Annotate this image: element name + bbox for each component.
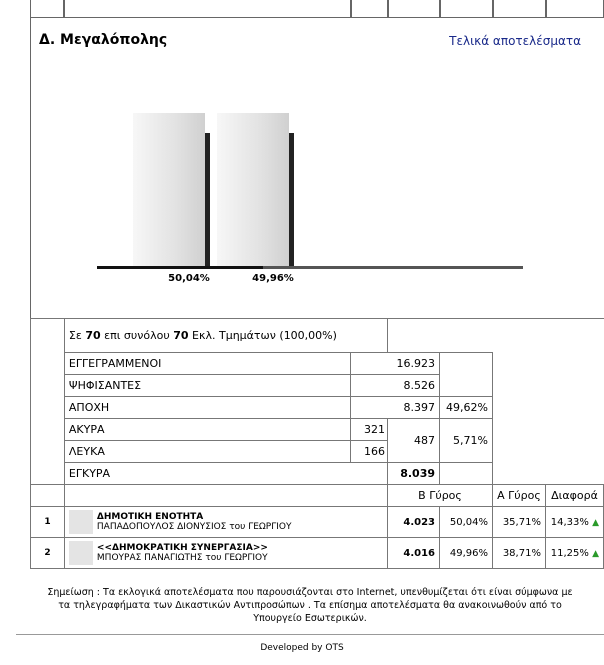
counted-spacer	[387, 318, 604, 353]
voted-label: ΨΗΦΙΣΑΝΤΕΣ	[63, 374, 352, 397]
col-second-round: Β Γύρος	[387, 484, 493, 507]
chart-bar-label: 49,96%	[252, 273, 294, 284]
party-rank: 2	[30, 537, 65, 569]
party-votes: 4.016	[387, 537, 440, 569]
chart-bar-label: 50,04%	[168, 273, 210, 284]
invalid-blank-pct: 5,71%	[439, 418, 493, 463]
party-pct-second: 50,04%	[439, 506, 493, 538]
area-title: Δ. Μεγαλόπολης	[39, 32, 168, 48]
party-votes: 4.023	[387, 506, 440, 538]
valid-value: 8.039	[387, 462, 440, 485]
invalid-blank-total: 487	[387, 418, 440, 463]
party-name: <<ΔΗΜΟΚΡΑΤΙΚΗ ΣΥΝΕΡΓΑΣΙΑ>>	[96, 543, 268, 553]
chart-bar	[133, 113, 205, 266]
blank-value: 166	[350, 440, 389, 463]
invalid-value: 321	[350, 418, 389, 441]
col-difference: Διαφορά	[544, 484, 604, 507]
table-row: 1 ΔΗΜΟΤΙΚΗ ΕΝΟΤΗΤΑ ΠΑΠΑΔΟΠΟΥΛΟΣ ΔΙΟΝΥΣΙΟ…	[30, 506, 604, 538]
registered-value: 16.923	[350, 352, 440, 375]
strip-cell	[30, 0, 64, 18]
developed-by: Developed by OTS	[260, 643, 344, 653]
party-pct-first: 35,71%	[491, 506, 546, 538]
strip-cell	[388, 0, 440, 18]
spacer-right	[492, 353, 603, 485]
strip-cell	[440, 0, 493, 18]
final-results-link[interactable]: Τελικά αποτελέσματα	[449, 34, 581, 48]
registered-label: ΕΓΓΕΓΡΑΜΜΕΝΟΙ	[63, 352, 352, 375]
party-cell: <<ΔΗΜΟΚΡΑΤΙΚΗ ΣΥΝΕΡΓΑΣΙΑ>> ΜΠΟΥΡΑΣ ΠΑΝΑΓ…	[63, 537, 389, 569]
rank-spacer	[30, 318, 65, 485]
disclaimer-note: Σημείωση : Τα εκλογικά αποτελέσματα που …	[47, 587, 573, 624]
party-cell: ΔΗΜΟΤΙΚΗ ΕΝΟΤΗΤΑ ΠΑΠΑΔΟΠΟΥΛΟΣ ΔΙΟΝΥΣΙΟΣ …	[63, 506, 389, 538]
col-first-round: Α Γύρος	[491, 484, 546, 507]
strip-cell	[546, 0, 604, 18]
party-leader: ΠΑΠΑΔΟΠΟΥΛΟΣ ΔΙΟΝΥΣΙΟΣ του ΓΕΩΡΓΙΟΥ	[96, 522, 292, 532]
chart-bar	[217, 113, 289, 266]
party-diff: 14,33% ▲	[544, 506, 604, 538]
spacer-cell	[439, 462, 493, 485]
results-bar-chart: 50,04% 49,96%	[97, 82, 527, 284]
party-diff: 11,25% ▲	[544, 537, 604, 569]
abstention-label: ΑΠΟΧΗ	[63, 396, 352, 419]
party-logo	[68, 541, 93, 565]
chart-bar-shadow	[205, 133, 210, 266]
results-panel: Δ. Μεγαλόπολης Τελικά αποτελέσματα 50,04…	[30, 18, 604, 319]
strip-cell	[64, 0, 351, 18]
chart-bar-shadow	[289, 133, 294, 266]
party-leader: ΜΠΟΥΡΑΣ ΠΑΝΑΓΙΩΤΗΣ του ΓΕΩΡΓΙΟΥ	[96, 553, 268, 563]
voted-value: 8.526	[350, 374, 440, 397]
up-arrow-icon: ▲	[592, 548, 599, 559]
chart-axis	[97, 266, 523, 269]
party-name: ΔΗΜΟΤΙΚΗ ΕΝΟΤΗΤΑ	[96, 512, 204, 522]
invalid-label: ΑΚΥΡΑ	[63, 418, 352, 441]
abstention-value: 8.397	[350, 396, 440, 419]
results-table: Σε 70 επι συνόλου 70 Εκλ. Τμημάτων (100,…	[30, 318, 604, 569]
party-logo	[68, 510, 93, 534]
spacer-cell	[439, 352, 493, 397]
header-spacer	[63, 484, 389, 507]
footer-divider	[16, 634, 604, 635]
abstention-pct: 49,62%	[439, 396, 493, 419]
table-row: 2 <<ΔΗΜΟΚΡΑΤΙΚΗ ΣΥΝΕΡΓΑΣΙΑ>> ΜΠΟΥΡΑΣ ΠΑΝ…	[30, 537, 604, 569]
party-pct-second: 49,96%	[439, 537, 493, 569]
party-pct-first: 38,71%	[491, 537, 546, 569]
chart-axis-dark	[97, 266, 263, 269]
blank-label: ΛΕΥΚΑ	[63, 440, 352, 463]
valid-label: ΕΓΚΥΡΑ	[63, 462, 389, 485]
up-arrow-icon: ▲	[592, 517, 599, 528]
counted-sections: Σε 70 επι συνόλου 70 Εκλ. Τμημάτων (100,…	[63, 318, 389, 353]
top-table-strip	[30, 0, 604, 18]
strip-cell	[493, 0, 546, 18]
strip-cell	[351, 0, 388, 18]
party-rank: 1	[30, 506, 65, 538]
header-spacer	[30, 484, 65, 507]
